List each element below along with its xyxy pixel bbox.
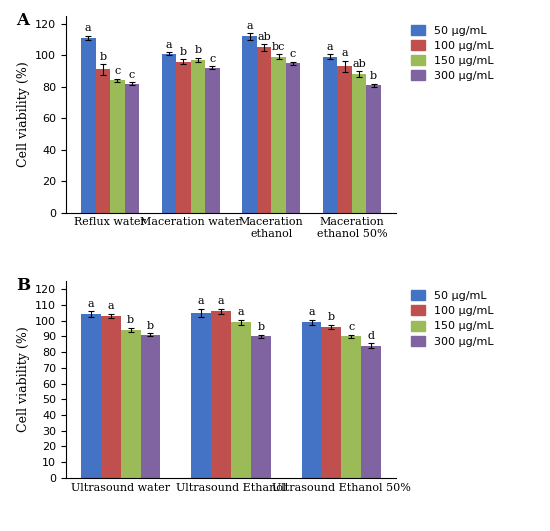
Bar bbox=[110, 80, 124, 212]
Text: b: b bbox=[147, 321, 154, 331]
Text: ab: ab bbox=[353, 58, 366, 68]
Text: a: a bbox=[166, 40, 172, 50]
Bar bbox=[120, 330, 141, 478]
Bar bbox=[101, 316, 120, 478]
Text: b: b bbox=[99, 52, 106, 62]
Bar bbox=[257, 47, 271, 212]
Bar bbox=[366, 85, 381, 212]
Bar bbox=[211, 311, 231, 478]
Legend: 50 μg/mL, 100 μg/mL, 150 μg/mL, 300 μg/mL: 50 μg/mL, 100 μg/mL, 150 μg/mL, 300 μg/m… bbox=[408, 21, 497, 84]
Text: a: a bbox=[218, 296, 224, 306]
Bar bbox=[342, 336, 361, 478]
Text: bc: bc bbox=[272, 42, 285, 52]
Text: b: b bbox=[180, 47, 187, 57]
Bar bbox=[191, 60, 205, 212]
Bar bbox=[81, 314, 101, 478]
Bar bbox=[81, 38, 96, 212]
Bar bbox=[251, 336, 271, 478]
Bar bbox=[124, 83, 139, 212]
Y-axis label: Cell viability (%): Cell viability (%) bbox=[16, 62, 30, 167]
Legend: 50 μg/mL, 100 μg/mL, 150 μg/mL, 300 μg/mL: 50 μg/mL, 100 μg/mL, 150 μg/mL, 300 μg/m… bbox=[408, 287, 497, 350]
Bar bbox=[271, 57, 286, 212]
Text: A: A bbox=[16, 12, 30, 29]
Text: b: b bbox=[194, 45, 201, 55]
Text: b: b bbox=[328, 312, 335, 322]
Text: a: a bbox=[87, 299, 94, 309]
Text: a: a bbox=[246, 21, 253, 31]
Text: a: a bbox=[342, 48, 348, 58]
Text: c: c bbox=[290, 49, 296, 59]
Text: ab: ab bbox=[257, 32, 271, 42]
Y-axis label: Cell viability (%): Cell viability (%) bbox=[16, 327, 30, 432]
Bar bbox=[243, 37, 257, 212]
Bar bbox=[231, 322, 251, 478]
Text: a: a bbox=[238, 307, 244, 318]
Bar bbox=[338, 66, 352, 212]
Text: a: a bbox=[308, 307, 315, 318]
Text: a: a bbox=[327, 42, 333, 52]
Text: a: a bbox=[198, 296, 205, 306]
Bar bbox=[191, 313, 211, 478]
Bar bbox=[141, 335, 161, 478]
Text: a: a bbox=[107, 301, 114, 311]
Bar bbox=[321, 327, 342, 478]
Text: c: c bbox=[348, 322, 354, 332]
Bar bbox=[323, 57, 338, 212]
Text: b: b bbox=[370, 71, 377, 81]
Bar bbox=[352, 74, 366, 212]
Text: a: a bbox=[85, 23, 91, 33]
Text: c: c bbox=[210, 54, 216, 64]
Bar bbox=[301, 322, 321, 478]
Bar bbox=[361, 346, 381, 478]
Bar bbox=[176, 62, 191, 212]
Bar bbox=[205, 68, 219, 212]
Text: c: c bbox=[129, 70, 135, 80]
Text: c: c bbox=[114, 66, 120, 76]
Text: d: d bbox=[367, 331, 375, 341]
Text: b: b bbox=[257, 322, 265, 332]
Bar bbox=[286, 63, 300, 212]
Bar bbox=[96, 70, 110, 212]
Bar bbox=[162, 54, 176, 212]
Text: B: B bbox=[16, 277, 31, 294]
Text: b: b bbox=[127, 315, 134, 326]
